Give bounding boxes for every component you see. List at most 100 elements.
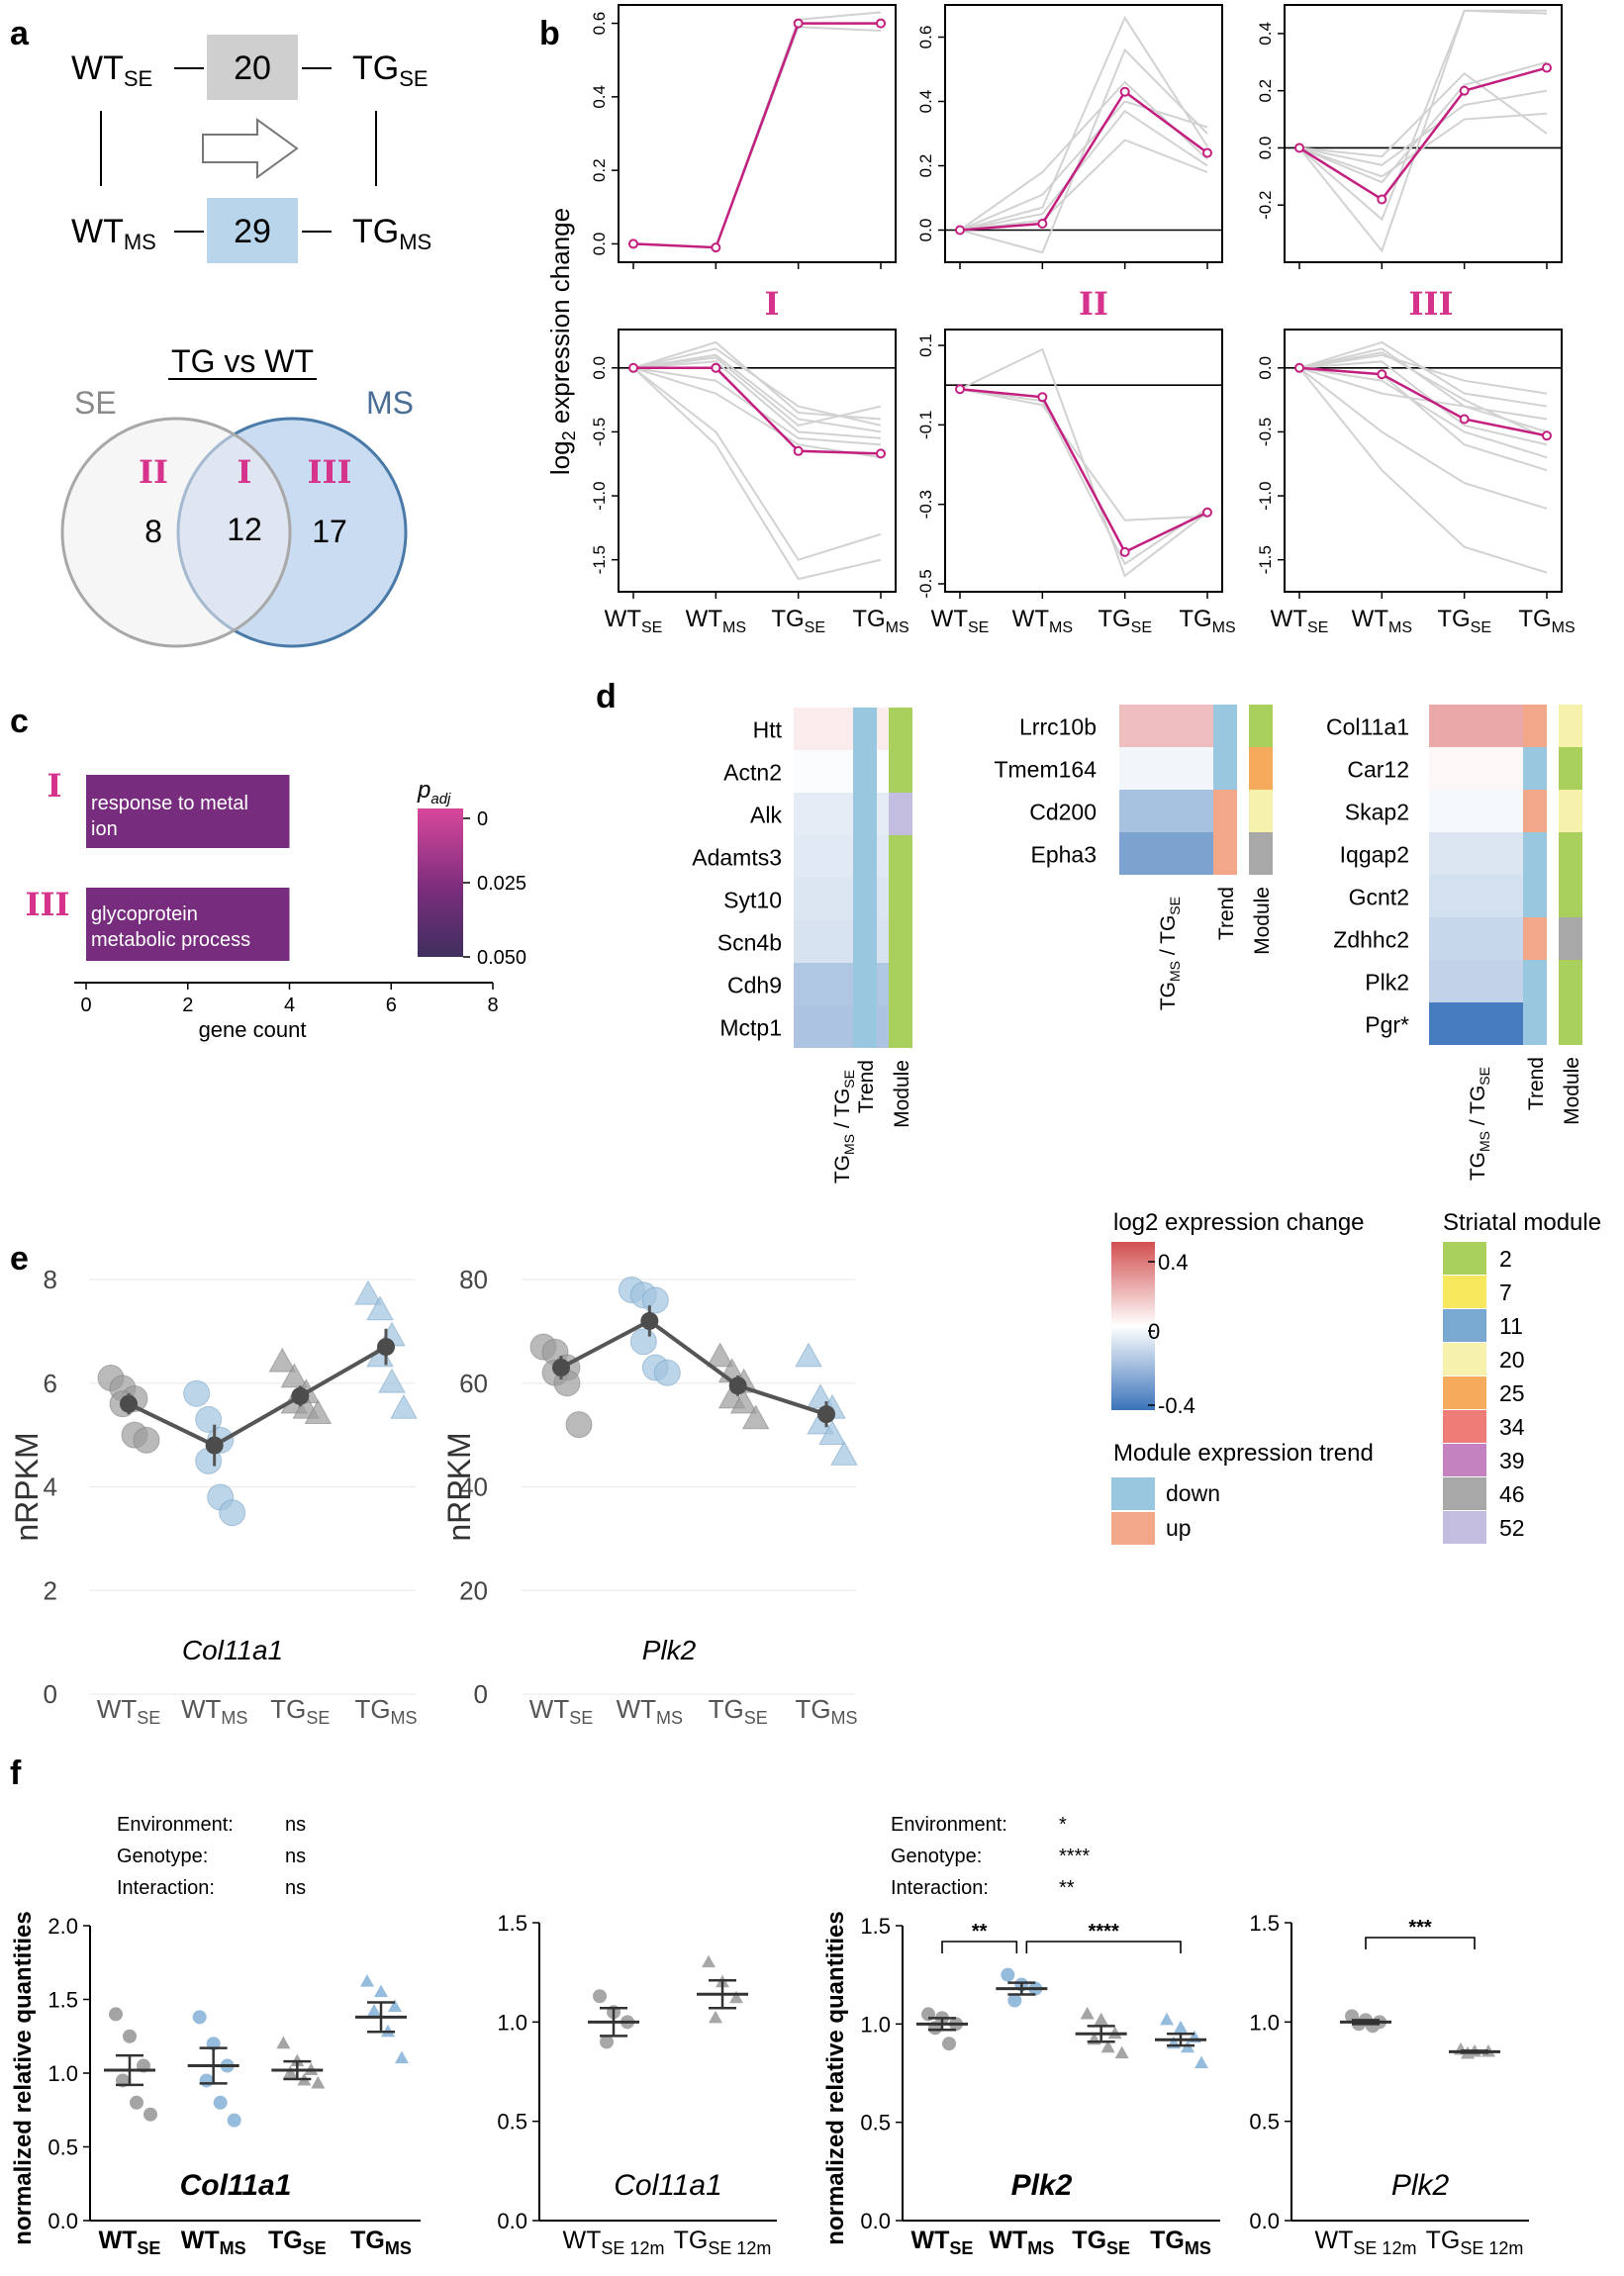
data-point (130, 2095, 143, 2110)
scatter-e-col11a1: 0 2 4 6 8 nRPKM WTSE WTMS TGSE TGMS Col11a1 (9, 1265, 418, 1728)
gene-label: Col11a1 (182, 1635, 283, 1665)
gene-label: Tmem164 (994, 757, 1097, 783)
mean-point (955, 225, 965, 236)
y-tick-label: -0.5 (916, 569, 935, 598)
gene-label: Adamts3 (692, 845, 782, 871)
module-cell (1249, 747, 1273, 790)
data-point (702, 1954, 716, 1968)
line-chart-b-I-up: 0.0 0.2 0.4 0.6 (590, 4, 897, 269)
node-tg-ms: TGMS (352, 213, 431, 254)
module-cell (889, 750, 912, 793)
module-swatch-46 (1443, 1477, 1486, 1510)
mean-point (1037, 219, 1048, 229)
y-tick-label: 80 (459, 1265, 488, 1294)
y-tick-label: 0.6 (590, 12, 609, 36)
data-point (1007, 1993, 1022, 2008)
data-point (227, 2113, 241, 2128)
gene-line (632, 360, 882, 439)
mean-point (1377, 369, 1387, 380)
y-tick-label: -1.0 (590, 481, 609, 510)
plot-frame (1284, 4, 1563, 263)
mean-line (560, 1318, 827, 1417)
gene-line (1298, 360, 1548, 446)
x-tick-label: WTMS (181, 2227, 246, 2258)
mean-point (1294, 142, 1304, 153)
colorbar-tick-label: 0 (1148, 1319, 1160, 1344)
trend-cell (1523, 790, 1547, 832)
y-tick-label: 0.0 (916, 219, 935, 242)
panel-b-roman-ii: II (1079, 285, 1108, 323)
heatmap-d-1: Htt Actn2 Alk Adamts3 Syt10 Scn4b Cdh9 Mctp1 TGM… (692, 708, 913, 1184)
gene-line (1298, 9, 1548, 253)
y-tick-label: 1.5 (497, 1911, 527, 1936)
gene-line (1298, 112, 1548, 178)
x-tick-label: TGMS (350, 2227, 412, 2258)
gene-label: Htt (753, 717, 783, 743)
module-cell (1249, 790, 1273, 832)
x-tick-label: TGSE 12m (674, 2227, 772, 2258)
gene-line (1298, 366, 1548, 459)
y-tick-label: 0.2 (590, 158, 609, 182)
y-tick-label: 0.0 (1256, 137, 1275, 160)
panel-d-heatmaps: Htt Actn2 Alk Adamts3 Syt10 Scn4b Cdh9 Mctp1 TGM… (692, 705, 1583, 1184)
data-point (565, 1411, 593, 1439)
heat-cell (1119, 747, 1214, 790)
trend-label: Trend (855, 1060, 878, 1113)
mean-point (728, 1376, 747, 1395)
gene-line (632, 340, 882, 421)
column-label: TGMS / TGSE (831, 1070, 857, 1184)
trend-label-down: down (1166, 1480, 1220, 1506)
trend-cell (1523, 917, 1547, 960)
box-ms-count (207, 198, 298, 263)
mean-point (793, 18, 804, 29)
y-tick-label: 0.4 (916, 90, 935, 114)
bar-label-2: glycoprotein metabolic process (91, 903, 250, 951)
x-tick-label: TGMS (1179, 606, 1235, 636)
module-label-34: 34 (1499, 1414, 1525, 1440)
module-swatch-11 (1443, 1309, 1486, 1342)
panel-f-scatter: 0.0 0.5 1.0 1.5 2.0 normalized relative quant… (10, 1814, 1529, 2258)
y-tick-label: 0.0 (1256, 356, 1275, 380)
data-point (192, 2010, 207, 2025)
module-label-39: 39 (1499, 1448, 1525, 1473)
mean-point (1202, 507, 1212, 518)
x-tick-label: WTMS (1352, 606, 1412, 636)
x-tick-label: TGSE (771, 606, 825, 636)
stat-value: ns (285, 1814, 306, 1836)
module-label-2: 2 (1499, 1246, 1512, 1272)
dotplot-f-plk2-12m: 0.0 0.5 1.0 1.5 *** WTSE 12m TGSE 12m Plk2 (1249, 1911, 1529, 2258)
y-tick-label: -0.2 (1256, 191, 1275, 220)
data-point (143, 2107, 157, 2122)
gene-label: Iqgap2 (1340, 842, 1409, 868)
x-tick-label: WTSE (1271, 606, 1329, 636)
data-point (304, 1399, 333, 1425)
colorbar-tick-label: 0.050 (477, 947, 526, 969)
x-tick-label: WTMS (617, 1694, 683, 1728)
data-point (1100, 2039, 1115, 2053)
gene-line (959, 47, 1208, 254)
gene-label: Mctp1 (719, 1015, 782, 1041)
data-point (311, 2075, 326, 2089)
trend-cell (1213, 747, 1237, 790)
module-swatch-52 (1443, 1511, 1486, 1544)
trend-cell (1213, 790, 1237, 832)
mean-point (711, 362, 721, 373)
data-point (395, 2050, 409, 2064)
gene-line (959, 388, 1208, 522)
data-point (629, 1328, 657, 1356)
node-tg-se: TGSE (352, 49, 429, 91)
x-tick-label: TGSE (1437, 606, 1491, 636)
x-tick-label: TGSE (268, 2227, 327, 2258)
gene-label: Plk2 (1365, 970, 1409, 996)
panel-label-a: a (10, 15, 30, 52)
panel-b-ylabel: log2 expression change (545, 208, 579, 475)
venn-label-ms: MS (366, 385, 414, 421)
data-point (219, 1499, 246, 1527)
y-tick-label: 1.5 (860, 1914, 891, 1939)
gene-line (632, 11, 882, 249)
gene-label: Actn2 (723, 760, 782, 786)
x-tick-label: WTSE 12m (1315, 2227, 1417, 2258)
x-tick-label: WTSE 12m (563, 2227, 665, 2258)
gene-line (1298, 72, 1548, 158)
